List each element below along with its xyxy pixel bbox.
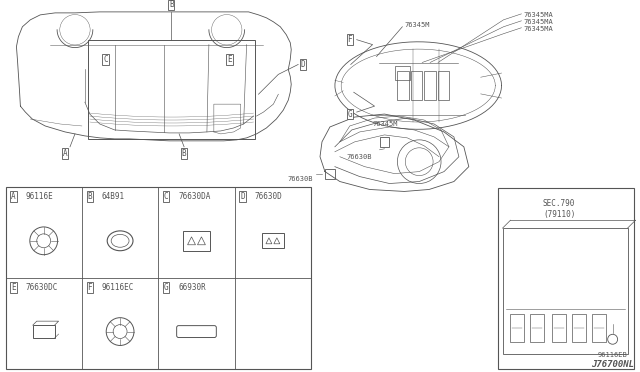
Text: 76345MA: 76345MA [524,26,553,32]
Bar [397,71,409,100]
Bar [572,314,586,342]
Text: J76700NL: J76700NL [591,360,634,369]
Bar [411,71,422,100]
Text: 76345M: 76345M [404,22,430,28]
Bar [497,189,634,369]
Text: 96116E: 96116E [26,192,53,201]
Text: SEC.790: SEC.790 [543,199,575,208]
Text: F: F [348,35,352,44]
Text: 76345M: 76345M [372,121,398,127]
Bar [502,228,628,354]
Text: 66930R: 66930R [178,283,206,292]
Text: G: G [348,110,352,119]
Bar [88,40,255,139]
Bar [182,231,211,250]
Bar [33,325,54,338]
Text: 76345MA: 76345MA [524,19,553,25]
Bar [396,66,410,80]
Bar [325,169,335,179]
Bar [438,71,449,100]
Bar [531,314,544,342]
Bar [592,314,605,342]
Text: (79110): (79110) [543,210,575,219]
Text: A: A [11,192,16,201]
Bar [6,187,311,369]
Text: 96116EB: 96116EB [598,352,628,358]
Text: 76630B: 76630B [287,176,313,182]
Text: 76345MA: 76345MA [524,12,553,18]
Text: A: A [63,149,67,158]
Text: E: E [11,283,16,292]
Text: 76630B: 76630B [347,154,372,160]
Text: B: B [182,149,186,158]
Text: D: D [301,60,305,69]
Text: 76630DA: 76630DA [178,192,211,201]
Text: C: C [164,192,168,201]
Text: 96116EC: 96116EC [102,283,134,292]
Text: 76630DC: 76630DC [26,283,58,292]
Bar [552,314,566,342]
Text: 64B91: 64B91 [102,192,125,201]
Text: C: C [104,55,108,64]
Bar [380,137,390,147]
Text: 76630D: 76630D [255,192,282,201]
Text: B: B [88,192,92,201]
Text: E: E [227,55,232,64]
Bar [511,314,524,342]
Text: D: D [240,192,245,201]
Bar [424,71,436,100]
Text: G: G [164,283,168,292]
Text: B: B [169,0,173,9]
Bar [262,233,284,248]
Text: F: F [88,283,92,292]
